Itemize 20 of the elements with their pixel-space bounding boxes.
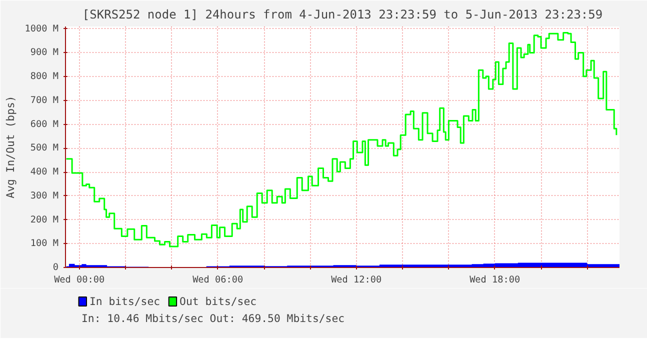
- y-axis-title: Avg In/Out (bps): [4, 96, 17, 198]
- x-tick-label: Wed 12:00: [331, 274, 382, 286]
- y-tick-label: 200 M: [30, 214, 59, 226]
- y-tick-label: 100 M: [30, 238, 59, 250]
- y-tick-label: 700 M: [30, 94, 59, 106]
- y-tick-label: 400 M: [30, 166, 59, 178]
- legend-label: In bits/sec: [89, 295, 160, 308]
- y-tick-label: 600 M: [30, 118, 59, 130]
- x-tick-label: Wed 18:00: [470, 274, 521, 286]
- y-tick-label: 800 M: [30, 71, 59, 82]
- y-tick-label: 500 M: [30, 142, 59, 154]
- y-tick-label: 900 M: [30, 47, 59, 58]
- y-tick-label: 1000 M: [24, 23, 59, 34]
- y-tick-label: 300 M: [30, 190, 59, 202]
- text: In: 10.46 Mbits/sec Out: 469.50 Mbits/sec: [82, 312, 345, 325]
- legend-label: Out bits/sec: [180, 295, 257, 308]
- x-tick-label: Wed 06:00: [192, 274, 244, 286]
- chart-title: [SKRS252 node 1] 24hours from 4-Jun-2013 23:23:59 to 5-Jun-2013 23:23:59: [82, 8, 603, 22]
- x-tick-label: Wed 00:00: [54, 274, 106, 286]
- y-tick-label: 0: [52, 262, 59, 273]
